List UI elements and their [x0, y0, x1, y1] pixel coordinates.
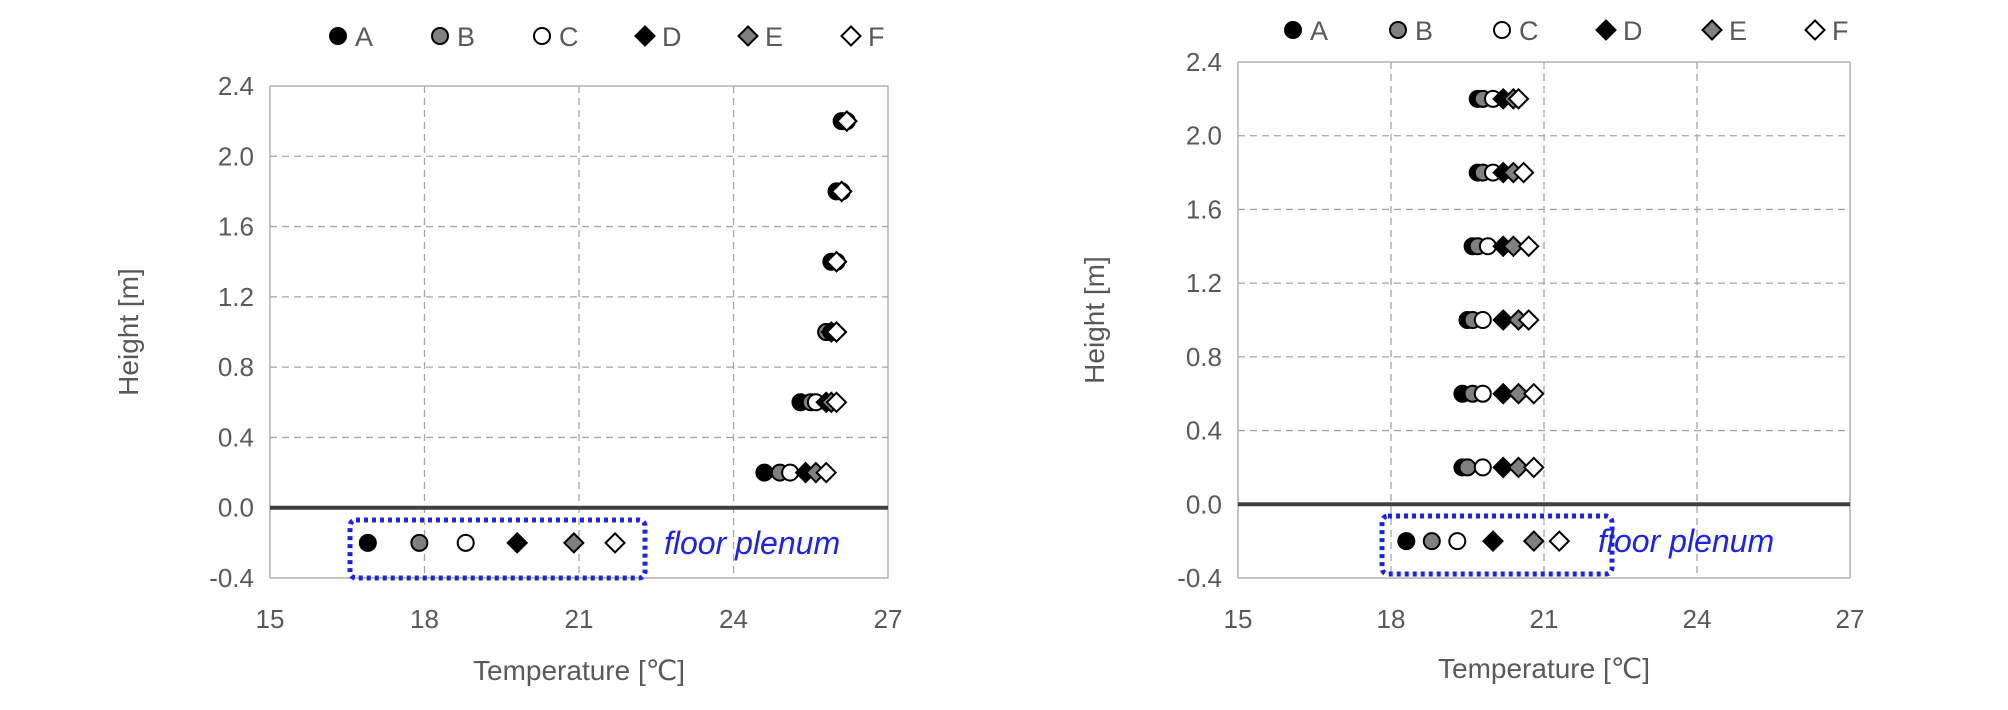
- x-tick-label: 18: [1377, 604, 1406, 634]
- legend-marker-a: [1284, 21, 1302, 39]
- data-point-f: [825, 391, 848, 414]
- y-tick-label: 2.0: [218, 141, 254, 171]
- legend-marker-b: [1389, 21, 1407, 39]
- data-point-b: [410, 533, 429, 552]
- data-point-f: [815, 461, 838, 484]
- y-tick-label: 0.4: [1186, 416, 1222, 446]
- x-tick-label: 24: [1683, 604, 1712, 634]
- data-point-f: [825, 250, 848, 273]
- y-tick-label: -0.4: [209, 563, 254, 593]
- legend-label-c: C: [1519, 16, 1539, 46]
- floor-plenum-label: floor plenum: [664, 525, 840, 561]
- data-point-c: [1473, 311, 1492, 329]
- y-tick-label: 1.6: [218, 212, 254, 242]
- data-point-f: [1507, 87, 1530, 110]
- data-point-d: [506, 531, 529, 554]
- y-tick-label: -0.4: [1177, 563, 1222, 593]
- y-tick-label: 1.6: [1186, 194, 1222, 224]
- y-tick-label: 0.0: [1186, 489, 1222, 519]
- x-tick-label: 27: [874, 604, 903, 634]
- data-point-c: [1473, 458, 1492, 477]
- y-tick-label: 1.2: [218, 282, 254, 312]
- data-point-c: [1473, 384, 1492, 403]
- legend-label-d: D: [662, 22, 682, 52]
- data-point-f: [1548, 530, 1571, 553]
- data-point-d: [1492, 382, 1515, 405]
- data-point-c: [1448, 532, 1467, 551]
- y-tick-label: 1.2: [1186, 268, 1222, 298]
- legend-label-c: C: [559, 22, 579, 52]
- data-point-e: [1502, 235, 1525, 258]
- chart-left: -0.4 0.0 0.4 0.8 1.2 1.6 2.0 2.4 15 18 21 24 27 Tempe…: [113, 22, 902, 686]
- legend-label-a: A: [355, 22, 373, 52]
- data-point-d: [1482, 530, 1504, 553]
- legend-marker-c: [1493, 21, 1511, 39]
- data-point-a: [1397, 532, 1416, 551]
- x-tick-label: 21: [565, 604, 594, 634]
- data-point-f: [604, 531, 626, 554]
- data-point-e: [562, 531, 585, 554]
- x-tick-label: 18: [410, 604, 439, 634]
- y-axis-title: Height [m]: [1079, 256, 1110, 384]
- x-tick-label: 21: [1530, 604, 1559, 634]
- legend-marker-f: [840, 25, 862, 47]
- data-point-f: [830, 180, 853, 203]
- data-point-c: [456, 533, 475, 552]
- x-axis-title: Temperature [℃]: [1438, 653, 1650, 684]
- data-point-f: [1517, 235, 1540, 258]
- x-tick-label: 27: [1836, 604, 1865, 634]
- data-point-e: [1522, 530, 1545, 553]
- chart-right: -0.4 0.0 0.4 0.8 1.2 1.6 2.0 2.4 15 18 21 24 27 Tempe…: [1079, 16, 1864, 684]
- data-point-d: [1492, 309, 1515, 331]
- y-tick-label: 0.0: [218, 493, 254, 523]
- data-point-a: [358, 533, 377, 552]
- data-point-b: [1422, 532, 1441, 551]
- legend-label-b: B: [1415, 16, 1433, 46]
- x-axis-title: Temperature [℃]: [473, 655, 685, 686]
- y-tick-label: 0.8: [218, 352, 254, 382]
- x-tick-label: 24: [719, 604, 748, 634]
- data-point-f: [1512, 161, 1535, 184]
- floor-plenum-label: floor plenum: [1598, 523, 1774, 559]
- legend-label-e: E: [765, 22, 783, 52]
- legend-marker-e: [737, 25, 759, 47]
- legend-marker-d: [634, 25, 656, 47]
- floor-plenum-box: [1379, 513, 1615, 577]
- y-axis-title: Height [m]: [113, 268, 144, 396]
- data-point-f: [1522, 456, 1545, 479]
- x-tick-label: 15: [1224, 604, 1253, 634]
- data-point-f: [1522, 382, 1545, 405]
- y-tick-label: 0.8: [1186, 342, 1222, 372]
- data-point-a: [755, 463, 774, 482]
- x-tick-label: 15: [256, 604, 285, 634]
- legend-label-d: D: [1623, 16, 1643, 46]
- legend-label-a: A: [1310, 16, 1328, 46]
- legend-label-e: E: [1729, 16, 1747, 46]
- data-point-d: [1492, 456, 1515, 479]
- legend-marker-a: [329, 27, 347, 45]
- data-point-f: [835, 110, 858, 133]
- data-point-b: [1458, 458, 1477, 477]
- legend-marker-c: [533, 27, 551, 45]
- data-point-e: [1507, 382, 1530, 405]
- y-tick-label: 2.4: [218, 71, 254, 101]
- legend-label-b: B: [457, 22, 475, 52]
- floor-plenum-box: [347, 517, 648, 581]
- legend-marker-d: [1595, 19, 1617, 41]
- data-point-f: [825, 321, 848, 343]
- legend-marker-f: [1804, 19, 1826, 41]
- legend-label-f: F: [1832, 16, 1849, 46]
- data-point-f: [1517, 309, 1540, 331]
- data-point-e: [1507, 456, 1530, 479]
- legend-marker-b: [431, 27, 449, 45]
- legend-label-f: F: [868, 22, 885, 52]
- y-tick-label: 0.4: [218, 422, 254, 452]
- y-tick-label: 2.4: [1186, 47, 1222, 77]
- legend-marker-e: [1701, 19, 1723, 41]
- y-tick-label: 2.0: [1186, 121, 1222, 151]
